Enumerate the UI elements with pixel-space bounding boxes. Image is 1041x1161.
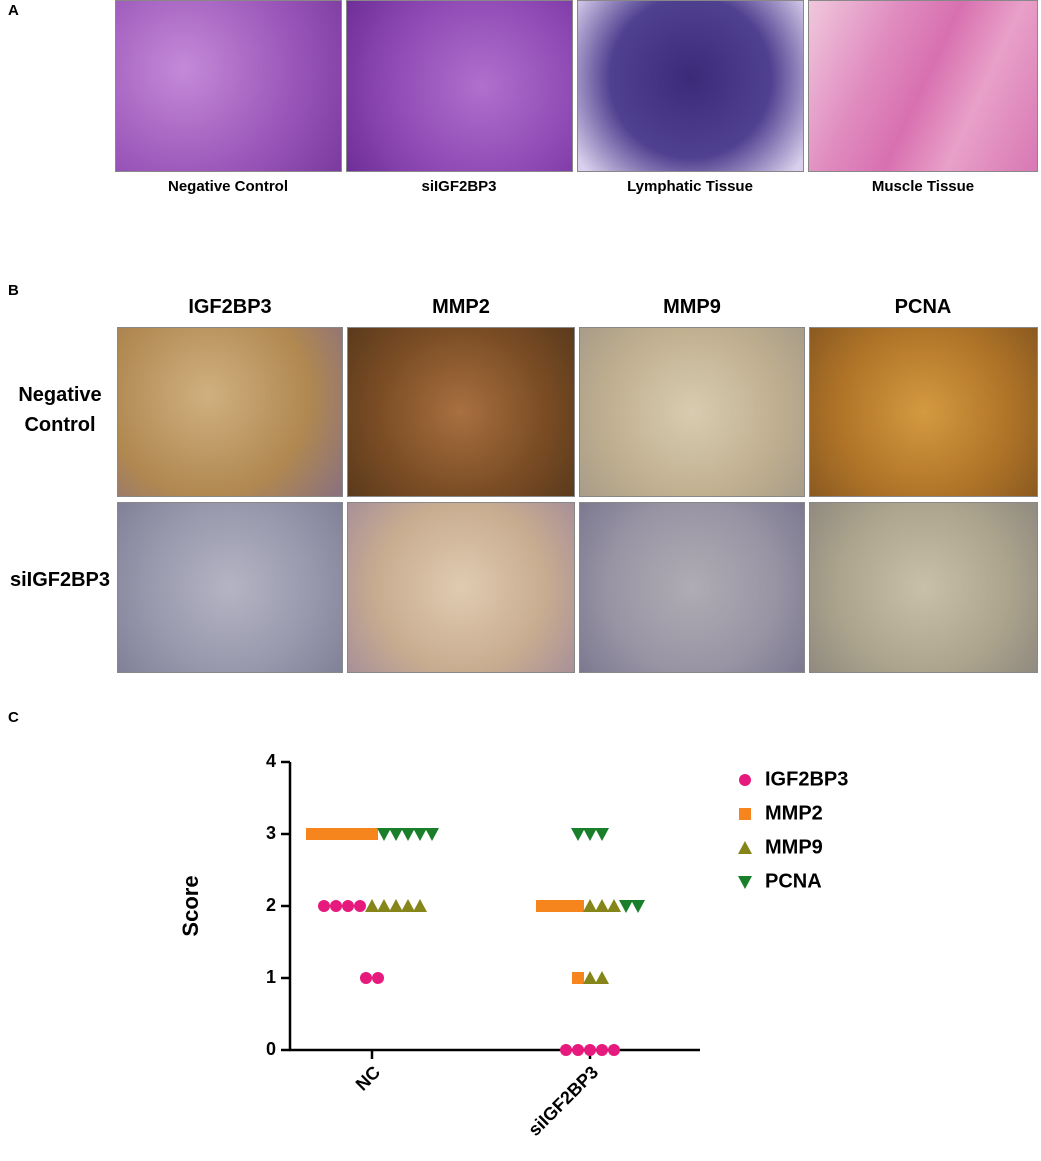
panel-label: C <box>8 709 19 726</box>
data-point <box>354 900 366 912</box>
legend-marker <box>739 774 751 786</box>
ihc-image <box>117 502 343 673</box>
x-tick-label: NC <box>352 1062 385 1095</box>
data-point <box>583 828 597 841</box>
data-point <box>596 1044 608 1056</box>
caption: Muscle Tissue <box>871 178 975 195</box>
column-header: MMP2 <box>432 296 490 318</box>
ihc-image <box>347 327 575 497</box>
data-point <box>619 900 633 913</box>
panel-label: A <box>8 2 19 19</box>
caption: Negative Control <box>167 178 288 195</box>
ihc-image <box>809 327 1038 497</box>
data-point <box>548 900 560 912</box>
data-point <box>595 899 609 912</box>
data-point <box>318 900 330 912</box>
legend-marker <box>738 841 752 854</box>
data-point <box>318 828 330 840</box>
caption: Lymphatic Tissue <box>627 178 753 195</box>
y-tick-label: 3 <box>266 823 276 843</box>
histology-image <box>577 0 804 172</box>
data-point <box>354 828 366 840</box>
chart: C Score 0 1 2 3 4 NC siIGF2BP3 IGF2BP3 MMP2 MMP9 P… <box>8 709 848 1140</box>
row-header: Negative Control <box>18 384 102 436</box>
ihc-image <box>117 327 343 497</box>
legend-marker <box>739 808 751 820</box>
data-point <box>571 828 585 841</box>
data-point <box>572 972 584 984</box>
data-point <box>413 828 427 841</box>
row-header: siIGF2BP3 <box>9 569 111 591</box>
x-tick-label: siIGF2BP3 <box>524 1062 602 1140</box>
data-point <box>583 899 597 912</box>
y-tick-label: 2 <box>266 895 276 915</box>
data-point <box>425 828 439 841</box>
data-point <box>372 972 384 984</box>
ihc-image <box>579 327 805 497</box>
y-tick-label: 4 <box>266 751 276 771</box>
y-tick-label: 1 <box>266 967 276 987</box>
data-point <box>631 900 645 913</box>
data-point <box>560 900 572 912</box>
legend-label: IGF2BP3 <box>765 768 848 790</box>
data-point <box>401 828 415 841</box>
ihc-image <box>809 502 1038 673</box>
data-point <box>360 972 372 984</box>
data-point <box>595 828 609 841</box>
data-point <box>572 900 584 912</box>
data-point <box>377 899 391 912</box>
legend-marker <box>738 876 752 889</box>
y-tick-label: 0 <box>266 1039 276 1059</box>
data-point <box>572 1044 584 1056</box>
legend-label: PCNA <box>765 870 822 892</box>
histology-image <box>808 0 1038 172</box>
data-point <box>560 1044 572 1056</box>
histology-image <box>346 0 573 172</box>
data-point <box>536 900 548 912</box>
data-point <box>413 899 427 912</box>
data-point <box>330 828 342 840</box>
data-point <box>365 899 379 912</box>
legend-label: MMP2 <box>765 802 823 824</box>
data-point <box>389 899 403 912</box>
data-point <box>607 899 621 912</box>
data-point <box>366 828 378 840</box>
y-axis-label: Score <box>178 875 203 936</box>
data-point <box>389 828 403 841</box>
column-header: PCNA <box>894 296 952 318</box>
data-point <box>584 1044 596 1056</box>
caption: siIGF2BP3 <box>421 178 497 195</box>
data-point <box>342 828 354 840</box>
legend-label: MMP9 <box>765 836 823 858</box>
column-header: IGF2BP3 <box>188 296 272 318</box>
data-point <box>401 899 415 912</box>
data-point <box>377 828 391 841</box>
data-point <box>330 900 342 912</box>
data-point <box>342 900 354 912</box>
ihc-image <box>347 502 575 673</box>
panel-label: B <box>8 282 19 299</box>
ihc-image <box>579 502 805 673</box>
data-point <box>595 971 609 984</box>
data-point <box>608 1044 620 1056</box>
data-point <box>583 971 597 984</box>
column-header: MMP9 <box>663 296 721 318</box>
histology-image <box>115 0 342 172</box>
data-point <box>306 828 318 840</box>
